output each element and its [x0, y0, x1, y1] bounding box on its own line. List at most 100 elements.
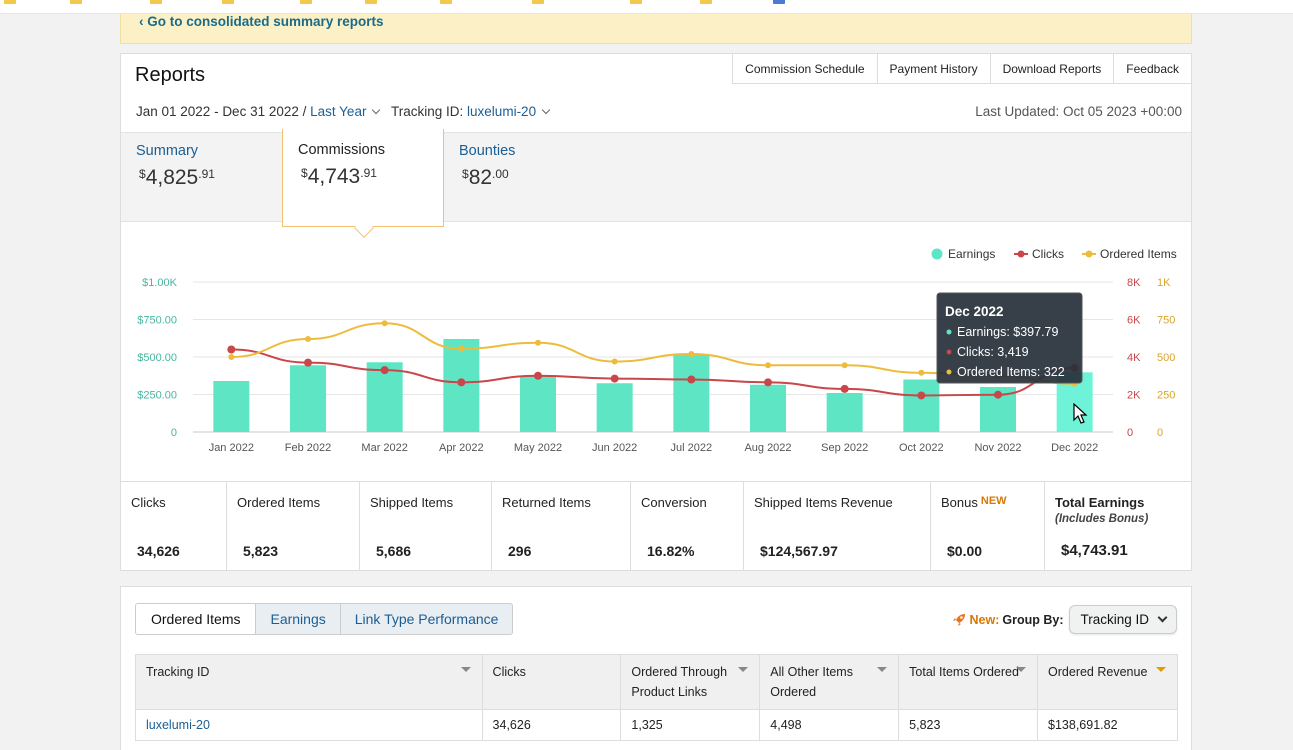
tooltip-line: Earnings: $397.79: [957, 325, 1059, 339]
right-axis-items-tick: 750: [1157, 315, 1175, 327]
clicks-point: [534, 371, 542, 380]
col-ordered-through-links[interactable]: Ordered Through Product Links: [620, 654, 761, 710]
page-title: Reports: [135, 64, 206, 86]
left-axis-tick: $1.00K: [142, 277, 178, 289]
x-axis-tick: Jun 2022: [592, 442, 637, 454]
period-dropdown[interactable]: Last Year: [310, 104, 381, 119]
group-by-label: Group By:: [1002, 612, 1064, 627]
tooltip-title: Dec 2022: [945, 304, 1004, 319]
cell-total-items: 5,823: [898, 709, 1039, 741]
clicks-point: [227, 345, 236, 354]
download-reports-tab[interactable]: Download Reports: [989, 53, 1114, 84]
tab-earnings[interactable]: Earnings: [256, 603, 341, 635]
right-axis-clicks-tick: 6K: [1127, 315, 1141, 327]
earnings-bar: [290, 365, 326, 432]
rocket-icon: [952, 613, 965, 626]
report-top-tabs: Commission Schedule Payment History Down…: [732, 53, 1192, 84]
clicks-point: [764, 378, 772, 387]
clicks-point: [994, 390, 1002, 399]
earnings-bar: [596, 383, 633, 432]
right-axis-items-tick: 500: [1157, 352, 1175, 364]
date-range-text: Jan 01 2022 - Dec 31 2022 /: [136, 104, 307, 119]
new-label: New:: [969, 612, 1000, 627]
bookmark-folder-icon[interactable]: [4, 0, 16, 4]
clicks-point: [917, 391, 926, 400]
tooltip-marker: [946, 329, 952, 335]
sort-icon[interactable]: [738, 667, 749, 672]
ordered-items-point: [765, 362, 771, 369]
x-axis-tick: Mar 2022: [361, 442, 407, 454]
clicks-point: [457, 378, 466, 387]
summary-tab[interactable]: Summary $4,825.91: [136, 143, 215, 190]
commission-schedule-tab[interactable]: Commission Schedule: [732, 53, 877, 84]
bookmark-folder-icon[interactable]: [222, 0, 234, 4]
tracking-id-dropdown[interactable]: luxelumi-20: [467, 104, 551, 119]
breakdown-tabs: Ordered Items Earnings Link Type Perform…: [135, 603, 514, 635]
earnings-bar: [903, 379, 940, 432]
consolidated-summary-link[interactable]: ‹ Go to consolidated summary reports: [139, 14, 384, 29]
bookmark-folder-icon[interactable]: [440, 0, 452, 4]
tracking-id-label: Tracking ID:: [391, 104, 464, 119]
bookmark-folder-icon[interactable]: [630, 0, 642, 4]
metric-bonus: Bonus NEW $0.00: [931, 482, 1045, 571]
bookmark-page-icon[interactable]: [773, 0, 785, 4]
right-axis-items-tick: 250: [1157, 390, 1175, 402]
clicks-point: [840, 384, 849, 393]
x-axis-tick: Nov 2022: [974, 442, 1021, 454]
clicks-point: [687, 375, 696, 384]
group-by-select[interactable]: Tracking ID: [1069, 605, 1177, 634]
reports-card: Reports Commission Schedule Payment Hist…: [120, 53, 1192, 571]
col-ordered-revenue[interactable]: Ordered Revenue: [1037, 654, 1178, 710]
metric-returned-items: Returned Items 296: [492, 482, 631, 571]
tab-link-type-performance[interactable]: Link Type Performance: [340, 603, 514, 635]
chevron-down-icon: [372, 105, 381, 115]
col-other-items[interactable]: All Other Items Ordered: [759, 654, 900, 710]
sort-icon[interactable]: [1016, 667, 1027, 672]
bookmark-folder-icon[interactable]: [70, 0, 82, 4]
bounties-tab-value: $82.00: [462, 166, 509, 189]
commissions-tab-label: Commissions: [298, 142, 386, 158]
x-axis-tick: Sep 2022: [821, 442, 868, 454]
sort-icon[interactable]: [877, 667, 888, 672]
earnings-bar: [826, 393, 863, 432]
breakdown-card: Ordered Items Earnings Link Type Perform…: [120, 586, 1192, 750]
commissions-tab[interactable]: Commissions $4,743.91: [282, 129, 444, 238]
bookmark-folder-icon[interactable]: [300, 0, 312, 4]
col-clicks[interactable]: Clicks: [481, 654, 622, 710]
cell-clicks: 34,626: [481, 709, 622, 741]
x-axis-tick: Oct 2022: [899, 442, 944, 454]
bounties-tab[interactable]: Bounties $82.00: [459, 143, 515, 190]
right-axis-items-tick: 0: [1157, 427, 1163, 439]
cell-tracking-id[interactable]: luxelumi-20: [135, 709, 483, 741]
earnings-bar: [213, 381, 250, 432]
tab-ordered-items[interactable]: Ordered Items: [135, 603, 257, 635]
tracking-id-value: luxelumi-20: [467, 104, 537, 119]
clicks-point: [610, 374, 619, 383]
tooltip-line: Ordered Items: 322: [957, 365, 1065, 379]
chevron-down-icon: [1157, 612, 1168, 623]
bookmark-folder-icon[interactable]: [150, 0, 162, 4]
col-tracking-id[interactable]: Tracking ID: [135, 654, 483, 710]
x-axis-tick: Feb 2022: [285, 442, 331, 454]
legend-point-marker: [1017, 250, 1025, 258]
col-total-items[interactable]: Total Items Ordered: [898, 654, 1039, 710]
x-axis-tick: Jan 2022: [209, 442, 254, 454]
bookmark-folder-icon[interactable]: [700, 0, 712, 4]
bookmark-folder-icon[interactable]: [532, 0, 544, 4]
earnings-bar: [673, 354, 710, 432]
bounties-tab-label: Bounties: [459, 143, 516, 159]
earnings-bar: [750, 384, 786, 432]
bookmark-folder-icon[interactable]: [365, 0, 377, 4]
cell-ordered-revenue: $138,691.82: [1037, 709, 1178, 741]
earnings-bar: [520, 376, 556, 432]
earnings-chart: 0 $250.00 $500.00 $750.00 $1.00K 0 2K 4K 6K 8K 0 25…: [137, 247, 1176, 454]
legend-earnings-marker: [931, 248, 943, 260]
sort-active-icon[interactable]: [1156, 667, 1166, 672]
table-row: luxelumi-20 34,626 1,325 4,498 5,823 $13…: [135, 709, 1178, 741]
payment-history-tab[interactable]: Payment History: [876, 53, 990, 84]
ordered-items-point: [918, 369, 925, 376]
sort-icon[interactable]: [460, 667, 471, 672]
ordered-items-point: [381, 320, 388, 327]
feedback-tab[interactable]: Feedback: [1113, 53, 1192, 84]
group-by-control: New: Group By: Tracking ID: [952, 605, 1177, 634]
